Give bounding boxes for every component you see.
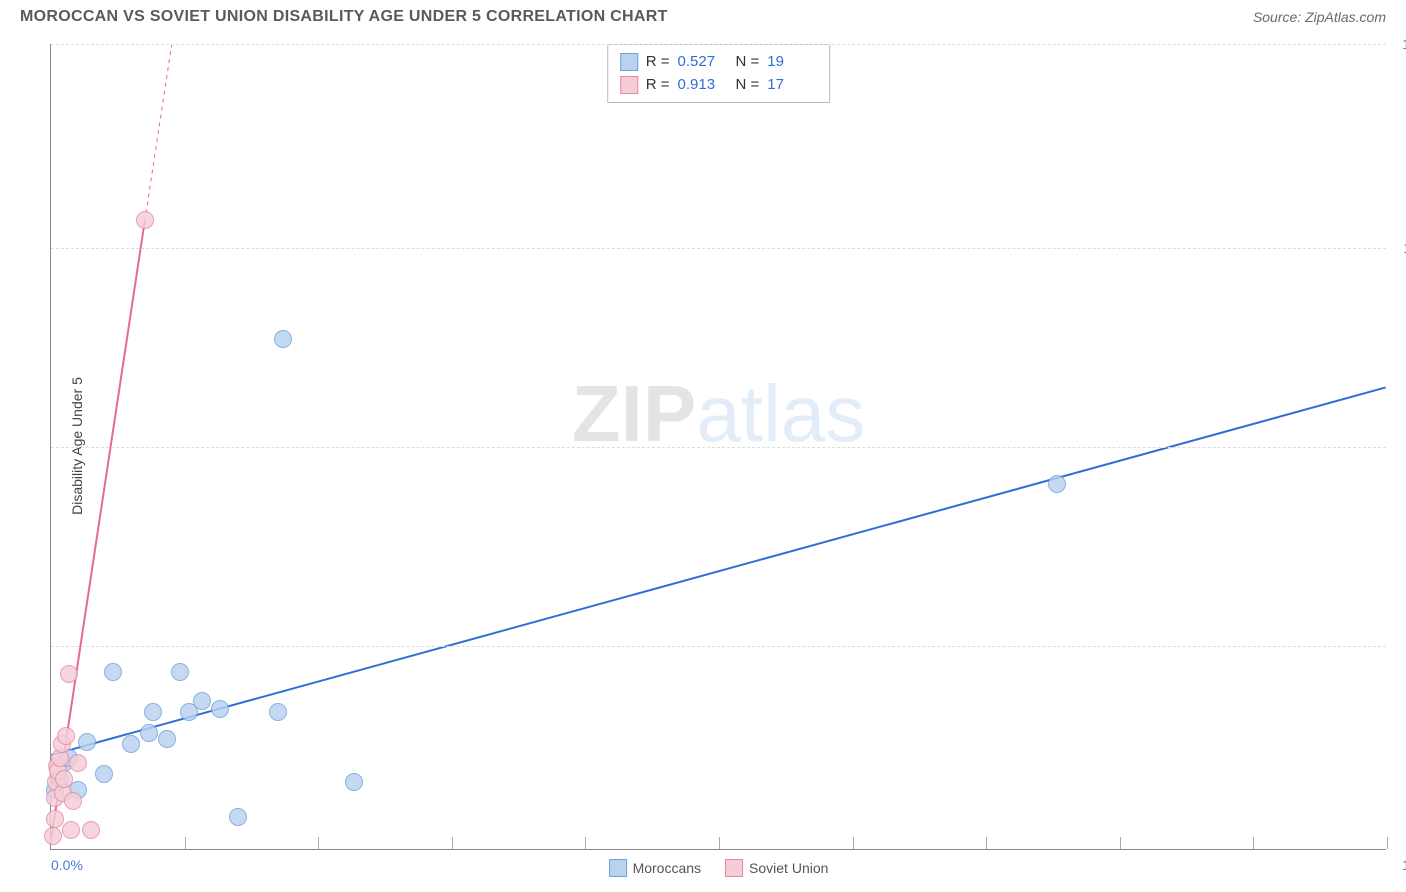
stat-value-r: 0.527: [678, 51, 728, 74]
gridline-h: [51, 646, 1386, 647]
stat-value-r: 0.913: [678, 74, 728, 97]
gridline-h: [51, 44, 1386, 45]
legend-swatch: [620, 53, 638, 71]
xtick: [986, 837, 987, 849]
chart-source: Source: ZipAtlas.com: [1253, 9, 1386, 25]
data-point: [104, 663, 122, 681]
xtick: [185, 837, 186, 849]
stat-value-n: 19: [767, 51, 817, 74]
gridline-h: [51, 447, 1386, 448]
legend-label: Moroccans: [633, 860, 701, 876]
data-point: [144, 703, 162, 721]
data-point: [136, 211, 154, 229]
xtick: [318, 837, 319, 849]
legend-item: Soviet Union: [725, 859, 828, 877]
data-point: [62, 821, 80, 839]
data-point: [274, 330, 292, 348]
data-point: [1048, 475, 1066, 493]
data-point: [171, 663, 189, 681]
legend-stat-row: R = 0.913 N = 17: [620, 74, 818, 97]
data-point: [78, 733, 96, 751]
xtick: [1120, 837, 1121, 849]
legend-label: Soviet Union: [749, 860, 828, 876]
data-point: [82, 821, 100, 839]
legend-swatch: [609, 859, 627, 877]
xtick: [1253, 837, 1254, 849]
legend-stats-box: R = 0.527 N = 19 R = 0.913 N = 17: [607, 44, 831, 103]
stat-label-n: N =: [736, 74, 760, 97]
gridline-h: [51, 248, 1386, 249]
data-point: [158, 730, 176, 748]
data-point: [69, 754, 87, 772]
data-point: [95, 765, 113, 783]
legend-stat-row: R = 0.527 N = 19: [620, 51, 818, 74]
data-point: [44, 827, 62, 845]
stat-label-r: R =: [646, 74, 670, 97]
stat-label-r: R =: [646, 51, 670, 74]
xtick: [585, 837, 586, 849]
chart-title: MOROCCAN VS SOVIET UNION DISABILITY AGE …: [20, 8, 668, 26]
xtick: [719, 837, 720, 849]
data-point: [345, 773, 363, 791]
legend-swatch: [725, 859, 743, 877]
data-point: [60, 665, 78, 683]
ytick-label: 15.0%: [1402, 36, 1406, 52]
data-point: [57, 727, 75, 745]
data-point: [55, 770, 73, 788]
data-point: [140, 724, 158, 742]
xtick: [853, 837, 854, 849]
data-point: [46, 810, 64, 828]
chart-plot-area: ZIPatlas R =0.527N =19R =0.913N =17 Moro…: [50, 44, 1386, 850]
xtick-label: 15.0%: [1402, 857, 1406, 873]
xtick: [452, 837, 453, 849]
data-point: [122, 735, 140, 753]
data-point: [64, 792, 82, 810]
data-point: [269, 703, 287, 721]
stat-value-n: 17: [767, 74, 817, 97]
legend-bottom: Moroccans Soviet Union: [609, 859, 829, 877]
xtick: [1387, 837, 1388, 849]
xtick-label: 0.0%: [51, 857, 83, 873]
data-point: [211, 700, 229, 718]
data-point: [229, 808, 247, 826]
legend-swatch: [620, 76, 638, 94]
stat-label-n: N =: [736, 51, 760, 74]
data-point: [193, 692, 211, 710]
legend-item: Moroccans: [609, 859, 701, 877]
